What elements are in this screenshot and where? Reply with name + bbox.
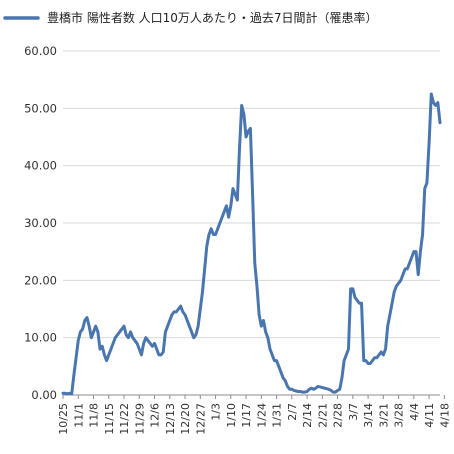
x-tick-label: 1/24	[255, 403, 268, 428]
x-tick-label: 4/4	[408, 403, 421, 421]
x-tick-label: 12/20	[179, 403, 192, 435]
x-tick-label: 11/22	[118, 403, 131, 435]
x-tick-label: 12/6	[149, 403, 162, 428]
x-tick-label: 1/3	[210, 403, 223, 421]
x-tick-label: 1/17	[240, 403, 253, 428]
x-tick-label: 3/21	[377, 403, 390, 428]
x-tick-label: 2/7	[286, 403, 299, 421]
y-tick-label: 40.00	[24, 159, 57, 173]
x-tick-label: 2/21	[316, 403, 329, 428]
gridlines	[63, 50, 440, 396]
x-tick-label: 12/13	[164, 403, 177, 435]
y-tick-label: 30.00	[24, 216, 57, 230]
y-axis: 0.00 10.00 20.00 30.00 40.00 50.00 60.00	[24, 44, 57, 402]
x-tick-label: 2/14	[301, 403, 314, 428]
legend: 豊橋市 陽性者数 人口10万人あたり・過去7日間計（罹患率）	[3, 10, 378, 25]
plot-area	[61, 92, 442, 396]
y-tick-label: 60.00	[24, 44, 57, 58]
y-tick-label: 20.00	[24, 273, 57, 287]
x-tick-label: 11/29	[133, 403, 146, 435]
x-tick-label: 3/14	[362, 403, 375, 428]
legend-label: 豊橋市 陽性者数 人口10万人あたり・過去7日間計（罹患率）	[47, 10, 378, 25]
y-tick-label: 50.00	[24, 101, 57, 115]
x-tick-label: 2/28	[332, 403, 345, 428]
y-tick-label: 0.00	[31, 388, 57, 402]
x-tick-label: 11/8	[88, 403, 101, 428]
y-tick-label: 10.00	[24, 331, 57, 345]
x-tick-label: 1/10	[225, 403, 238, 428]
x-tick-label: 12/27	[194, 403, 207, 435]
x-tick-label: 11/1	[72, 403, 85, 428]
x-tick-label: 4/11	[423, 403, 436, 428]
x-tick-label: 11/15	[103, 403, 116, 435]
x-tick-label: 10/25	[57, 403, 70, 435]
series-line	[61, 92, 442, 396]
x-tick-label: 1/31	[271, 403, 284, 428]
x-tick-label: 3/7	[347, 403, 360, 421]
x-axis: 10/25 11/1 11/8 11/15 11/22 11/29 12/6 12/13 12/…	[57, 395, 454, 435]
x-tick-label: 3/28	[393, 403, 406, 428]
x-tick-label: 4/18	[438, 403, 451, 428]
